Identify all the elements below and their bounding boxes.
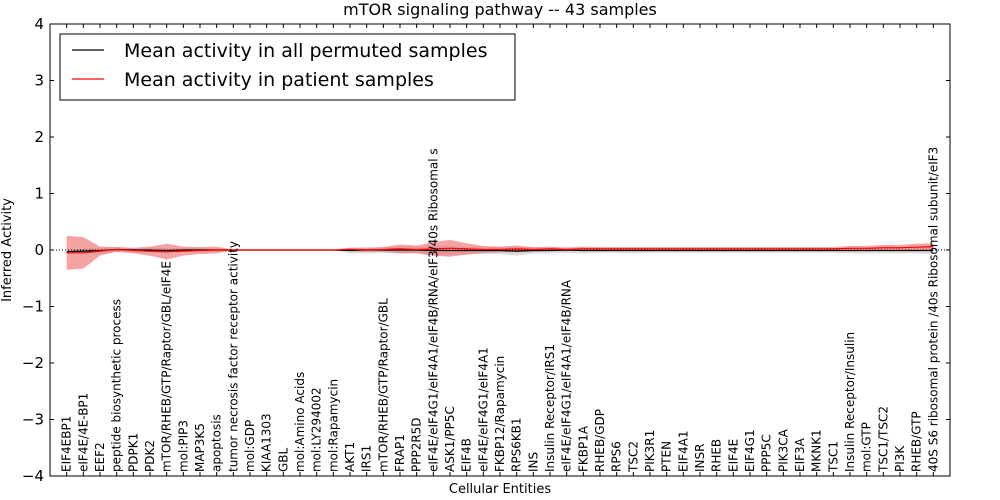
category-label: mol:GTP	[860, 422, 874, 472]
legend-entry: Mean activity in patient samples	[124, 69, 434, 91]
y-tick-label: −3	[22, 411, 44, 429]
y-tick-label: 2	[34, 128, 44, 146]
category-label: mTOR/RHEB/GTP/Raptor/GBL	[376, 298, 390, 472]
category-label: AKT1	[343, 442, 357, 472]
x-axis-ticks	[66, 24, 934, 476]
legend: Mean activity in all permuted samples Mea…	[59, 33, 516, 101]
category-label: TSC2	[626, 441, 640, 473]
category-label: MKNK1	[810, 429, 824, 472]
category-label: PDPK1	[126, 433, 140, 472]
category-label: EEF2	[93, 442, 107, 472]
category-label: eIF4E/eIF4G1/eIF4A1/eIF4B/RNA/eIF3/40s R…	[426, 148, 440, 472]
category-label: RHEB/GTP	[910, 411, 924, 472]
category-label: tumor necrosis factor receptor activity	[226, 241, 240, 472]
category-label: mol:LY294002	[310, 387, 324, 472]
chart-title: mTOR signaling pathway -- 43 samples	[343, 0, 657, 19]
category-label: PPP5C	[760, 434, 774, 472]
category-label: RPS6KB1	[510, 417, 524, 472]
y-tick-label: 4	[34, 15, 44, 33]
category-label: apoptosis	[210, 414, 224, 472]
category-label: FKBP12/Rapamycin	[493, 356, 507, 472]
category-label: eIF4E/eIF4G1/eIF4A1	[476, 347, 490, 472]
category-label: Insulin Receptor/Insulin	[843, 332, 857, 472]
category-label: EIF4G1	[743, 429, 757, 472]
y-tick-label: −2	[22, 354, 44, 372]
category-label: mTOR/RHEB/GTP/Raptor/GBL/eIF4E	[160, 261, 174, 472]
series-1-line	[66, 246, 934, 254]
category-label: RHEB/GDP	[593, 409, 607, 472]
y-tick-label: 3	[34, 72, 44, 90]
category-label: PIK3R1	[643, 430, 657, 472]
category-label: eIF4E/4E-BP1	[76, 393, 90, 472]
confidence-bands	[66, 235, 934, 270]
category-label: MAP3K5	[193, 423, 207, 472]
category-label: mol:Amino Acids	[293, 372, 307, 472]
category-label: 40S S6 ribosomal protein /40s Ribosomal …	[926, 147, 940, 472]
category-label: FRAP1	[393, 434, 407, 472]
y-tick-label: 0	[34, 241, 44, 259]
category-label: INS	[526, 452, 540, 472]
category-labels: EIF4EBP1 eIF4E/4E-BP1 EEF2 peptide biosynth…	[60, 147, 941, 473]
category-label: PIK3CA	[776, 428, 790, 472]
category-label: EIF3A	[793, 437, 807, 472]
y-tick-label: 1	[34, 185, 44, 203]
y-tick-label: −4	[22, 467, 44, 485]
category-label: RPS6	[610, 441, 624, 472]
y-axis-ticks: 4 3 2 1 0 −1 −2 −3 −4	[22, 15, 950, 485]
category-label: TSC1	[826, 441, 840, 473]
category-label: mol:PIP3	[176, 420, 190, 472]
category-label: PTEN	[660, 441, 674, 472]
category-label: mol:Rapamycin	[326, 379, 340, 472]
category-label: GBL	[276, 447, 290, 472]
category-label: eIF4E/eIF4G1/eIF4A1/eIF4B/RNA	[560, 279, 574, 472]
y-tick-label: −1	[22, 298, 44, 316]
category-label: INSR	[693, 444, 707, 472]
category-label: EIF4E	[726, 439, 740, 472]
series-lines	[66, 246, 934, 254]
legend-entry: Mean activity in all permuted samples	[124, 40, 487, 62]
category-label: KIAA1303	[260, 413, 274, 472]
category-label: PPP2R5D	[410, 417, 424, 472]
category-label: ASK1/PP5C	[443, 406, 457, 472]
category-label: peptide biosynthetic process	[110, 299, 124, 472]
legend-box	[59, 33, 516, 101]
category-label: Insulin Receptor/IRS1	[543, 344, 557, 472]
category-label: PDK2	[143, 440, 157, 472]
y-axis-label: Inferred Activity	[0, 198, 15, 302]
category-label: PI3K	[893, 445, 907, 472]
category-label: TSC1/TSC2	[876, 406, 890, 473]
category-label: EIF4A1	[676, 430, 690, 472]
category-label: IRS1	[360, 445, 374, 472]
x-axis-label: Cellular Entities	[449, 482, 551, 497]
category-label: RHEB	[710, 439, 724, 472]
category-label: mol:GDP	[243, 420, 257, 472]
category-label: EIF4EBP1	[60, 416, 74, 472]
category-label: FKBP1A	[576, 425, 590, 472]
category-label: EIF4B	[460, 438, 474, 472]
